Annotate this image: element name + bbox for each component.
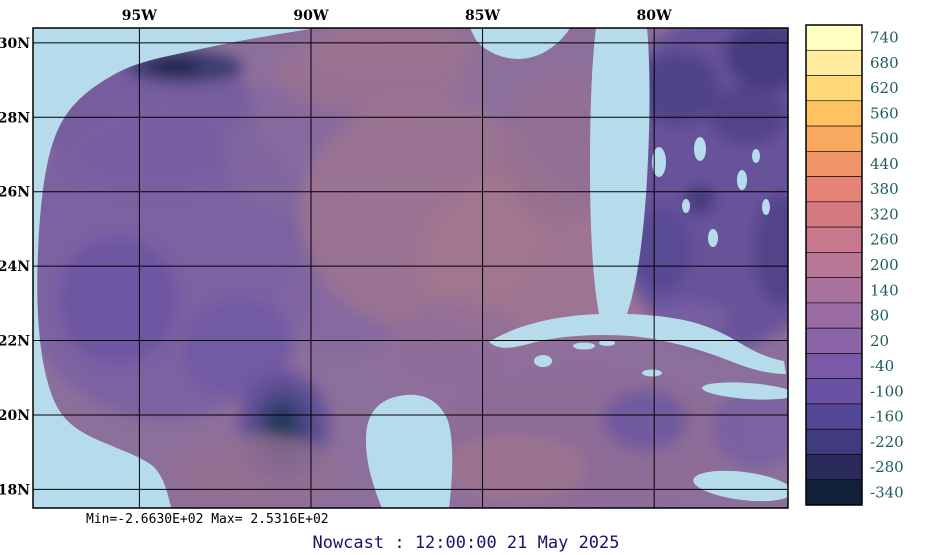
colorbar-label: -160 xyxy=(870,408,904,426)
field-anomaly-blobs xyxy=(33,28,788,508)
colorbar-label: 140 xyxy=(870,281,899,299)
hispaniola-land xyxy=(702,382,788,400)
bahamas-island xyxy=(752,149,760,163)
mexico-us-coast-land xyxy=(33,28,315,508)
colorbar-label: 320 xyxy=(870,205,899,223)
colorbar-label: 20 xyxy=(870,332,889,350)
bahamas-island xyxy=(762,199,770,215)
colorbar-cell xyxy=(805,49,863,76)
colorbar-cell xyxy=(805,479,863,506)
longitude-labels: 95W 90W 85W 80W xyxy=(122,8,672,24)
colorbar-label: 740 xyxy=(870,29,899,47)
gridlines xyxy=(33,28,788,508)
colorbar: 740 680 620 560 500 440 380 320 260 200 140 80 20 -40… xyxy=(805,24,904,506)
colorbar-label: 500 xyxy=(870,130,899,148)
colorbar-label: 680 xyxy=(870,54,899,72)
colorbar-cell xyxy=(805,403,863,430)
colorbar-label: -340 xyxy=(870,483,904,501)
colorbar-label: -40 xyxy=(870,357,894,375)
lat-tick-label: 22N xyxy=(0,334,30,350)
colorbar-cell xyxy=(805,151,863,177)
colorbar-label: 380 xyxy=(870,180,899,198)
bahamas-island xyxy=(682,199,690,213)
colorbar-cell xyxy=(805,378,863,405)
colorbar-cell xyxy=(805,302,863,329)
lon-tick-label: 95W xyxy=(122,8,157,24)
colorbar-label: 620 xyxy=(870,79,899,97)
lat-tick-label: 26N xyxy=(0,185,30,201)
lon-tick-label: 90W xyxy=(293,8,328,24)
colorbar-label: 200 xyxy=(870,256,899,274)
isle-of-youth-land xyxy=(534,355,552,367)
land-masses xyxy=(33,28,788,508)
colorbar-cell xyxy=(805,252,863,278)
colorbar-cell xyxy=(805,125,863,152)
lat-tick-label: 30N xyxy=(0,36,30,52)
bahamas-island xyxy=(694,137,706,161)
lat-tick-label: 20N xyxy=(0,408,30,424)
ocean-field xyxy=(33,28,788,508)
florida-keys-island xyxy=(573,342,595,350)
big-bend-land xyxy=(470,28,570,59)
colorbar-label: -220 xyxy=(870,433,904,451)
colorbar-cell xyxy=(805,100,863,127)
colorbar-cell xyxy=(805,201,863,228)
lat-tick-label: 24N xyxy=(0,259,30,275)
cuba-land xyxy=(489,313,786,374)
colorbar-cell xyxy=(805,75,863,102)
colorbar-cell xyxy=(805,277,863,304)
colorbar-label: -100 xyxy=(870,382,904,400)
cayman-island xyxy=(642,369,662,377)
minmax-text: Min=-2.6630E+02 Max= 2.5316E+02 xyxy=(86,512,329,527)
colorbar-cell xyxy=(805,327,863,354)
lat-tick-label: 18N xyxy=(0,482,30,498)
colorbar-label: 80 xyxy=(870,307,889,325)
colorbar-label: 260 xyxy=(870,231,899,249)
yucatan-land xyxy=(365,394,453,508)
colorbar-label: 560 xyxy=(870,104,899,122)
latitude-labels: 30N 28N 26N 24N 22N 20N 18N xyxy=(0,36,30,499)
bahamas-island xyxy=(652,147,666,177)
colorbar-border xyxy=(805,24,863,506)
colorbar-label: 440 xyxy=(870,155,899,173)
colorbar-cell xyxy=(805,226,863,253)
lon-tick-label: 85W xyxy=(465,8,500,24)
florida-land xyxy=(590,28,650,334)
colorbar-cell xyxy=(805,176,863,203)
bahamas-island xyxy=(708,229,718,247)
colorbar-cell xyxy=(805,454,863,481)
lon-tick-label: 80W xyxy=(637,8,672,24)
lat-tick-label: 28N xyxy=(0,110,30,126)
colorbar-label: -280 xyxy=(870,458,904,476)
colorbar-cell xyxy=(805,24,863,51)
bahamas-island xyxy=(737,170,747,190)
caption-text: Nowcast : 12:00:00 21 May 2025 xyxy=(312,533,619,553)
florida-keys-island xyxy=(599,340,615,346)
colorbar-cell xyxy=(805,353,863,379)
map-frame xyxy=(32,27,789,509)
jamaica-land xyxy=(693,470,788,502)
colorbar-cell xyxy=(805,428,863,455)
